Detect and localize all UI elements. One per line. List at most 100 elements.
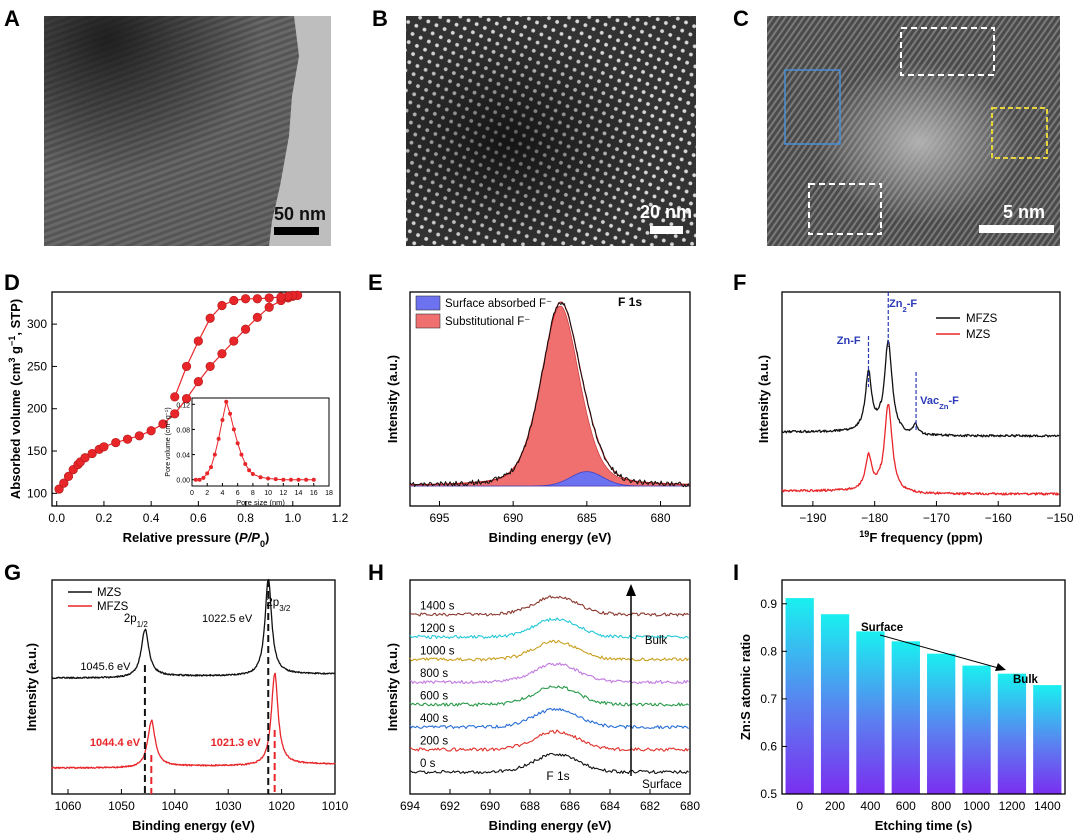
scale-bar-a — [274, 227, 319, 235]
e-xtick-label: 680 — [651, 511, 671, 525]
e-raw-spectrum — [409, 301, 690, 488]
d-series-desorption — [174, 294, 298, 398]
f-annotation-vac-zn-f: VacZn-F — [920, 395, 959, 411]
f-series-mfzs — [781, 339, 1060, 438]
i-bar-0 — [785, 598, 814, 794]
d-xtick-label: 1.2 — [332, 511, 349, 525]
i-arrow-head — [995, 663, 1006, 671]
i-xtick-label: 0 — [796, 799, 803, 813]
d-inset-ytick-label: 0.04 — [176, 453, 190, 460]
g-xtick-label: 1060 — [55, 799, 82, 813]
h-series-label: 1000 s — [420, 646, 455, 658]
f-xtick-label: −150 — [1046, 511, 1073, 525]
d-xtick-label: 1.0 — [284, 511, 301, 525]
d-inset-xtick-label: 8 — [251, 490, 255, 497]
d-data-point — [205, 313, 215, 323]
d-inset-point — [224, 399, 229, 404]
d-inset-xtick-label: 14 — [295, 490, 303, 497]
h-series-label: 400 s — [420, 713, 448, 725]
e-legend-swatch-substitutional — [415, 313, 441, 329]
d-inset-point — [243, 462, 248, 466]
d-inset-point — [311, 477, 316, 482]
tem-image-c-art — [767, 16, 1060, 246]
d-inset-xtick-label: 12 — [279, 490, 287, 497]
e-legend-swatch-surface — [415, 295, 441, 311]
i-xlabel: Etching time (s) — [875, 818, 973, 833]
d-ytick-label: 200 — [27, 402, 47, 416]
h-xtick-label: 690 — [480, 799, 500, 813]
e-xtick-label: 695 — [429, 511, 449, 525]
d-xtick-label: 0.4 — [143, 511, 160, 525]
g-xtick-label: 1030 — [215, 799, 242, 813]
d-inset-xtick-label: 18 — [325, 490, 333, 497]
i-xtick-label: 1200 — [999, 799, 1026, 813]
h-xlabel: Binding energy (eV) — [489, 818, 612, 833]
d-inset-point — [231, 427, 236, 432]
d-ylabel: Absorbed volume (cm3 g−1, STP) — [7, 299, 23, 499]
d-inset-xtick-label: 16 — [310, 490, 318, 497]
d-inset-point — [304, 477, 309, 482]
i-ytick-label: 0.7 — [760, 692, 777, 706]
h-ylabel: Intensity (a.u.) — [385, 643, 400, 731]
g-annotation-2p12: 2p1/2 — [124, 613, 149, 629]
d-data-point — [87, 448, 97, 459]
i-ytick-label: 0.9 — [760, 597, 777, 611]
g-annotation-mzs-1: 1045.6 eV — [80, 661, 131, 673]
h-plot-frame — [409, 579, 691, 795]
g-plot-frame — [51, 579, 336, 795]
d-inset-point — [201, 475, 206, 480]
scale-bar-b — [650, 226, 683, 234]
e-xlabel: Binding energy (eV) — [489, 530, 612, 545]
g-xlabel: Binding energy (eV) — [132, 818, 255, 833]
g-xtick-label: 1040 — [161, 799, 188, 813]
i-bar-200 — [820, 614, 850, 794]
d-ytick-label: 300 — [27, 317, 47, 331]
d-inset-point — [239, 452, 244, 457]
d-inset-point — [296, 477, 301, 482]
d-inset-point — [258, 475, 263, 480]
h-series-label: 1200 s — [420, 623, 455, 635]
d-xtick-label: 0.6 — [190, 511, 207, 525]
h-series-400s — [409, 707, 689, 730]
e-title: F 1s — [618, 295, 642, 309]
d-xtick-label: 0.2 — [96, 511, 113, 525]
f-legend-label-mfzs: MFZS — [966, 313, 998, 325]
h-annotation-bulk: Bulk — [645, 635, 668, 647]
d-inset-point — [212, 452, 217, 457]
g-ylabel: Intensity (a.u.) — [24, 643, 39, 731]
g-legend-label-mzs: MZS — [97, 587, 122, 599]
d-inset-point — [235, 441, 240, 446]
e-xtick-label: 685 — [577, 511, 597, 525]
tem-image-c: 5 nm — [767, 16, 1060, 246]
d-inset-point — [266, 476, 271, 481]
h-xtick-label: 686 — [560, 799, 580, 813]
i-xtick-label: 400 — [860, 799, 880, 813]
d-data-point — [122, 434, 133, 444]
d-inset-frame — [191, 397, 330, 487]
h-series-label: 600 s — [420, 691, 448, 703]
e-xtick-label: 690 — [503, 511, 523, 525]
d-inset-xtick-label: 4 — [220, 490, 224, 497]
d-ytick-label: 150 — [27, 444, 47, 458]
g-series-mzs — [51, 578, 336, 680]
i-ytick-label: 0.5 — [760, 787, 777, 801]
g-annotation-mfzs-1: 1044.4 eV — [90, 737, 141, 749]
d-inset-point — [288, 477, 293, 482]
d-inset-point — [220, 418, 225, 422]
i-bar-1400 — [1033, 685, 1062, 794]
d-data-point — [80, 453, 90, 463]
panel-label-c: C — [733, 6, 749, 31]
tem-image-a-art — [44, 16, 331, 246]
d-data-point — [229, 295, 239, 306]
d-inset-point — [209, 465, 214, 470]
h-series-800s — [409, 662, 689, 685]
f-plot-frame — [781, 291, 1061, 507]
d-data-point — [264, 293, 274, 303]
f-series-mzs — [781, 403, 1060, 496]
panel-label-d: D — [4, 270, 20, 295]
d-inset-point — [273, 477, 278, 482]
scale-bar-label-c: 5 nm — [1003, 202, 1046, 222]
i-xtick-label: 200 — [825, 799, 845, 813]
d-data-point — [181, 361, 192, 372]
i-ytick-label: 0.8 — [760, 644, 777, 658]
